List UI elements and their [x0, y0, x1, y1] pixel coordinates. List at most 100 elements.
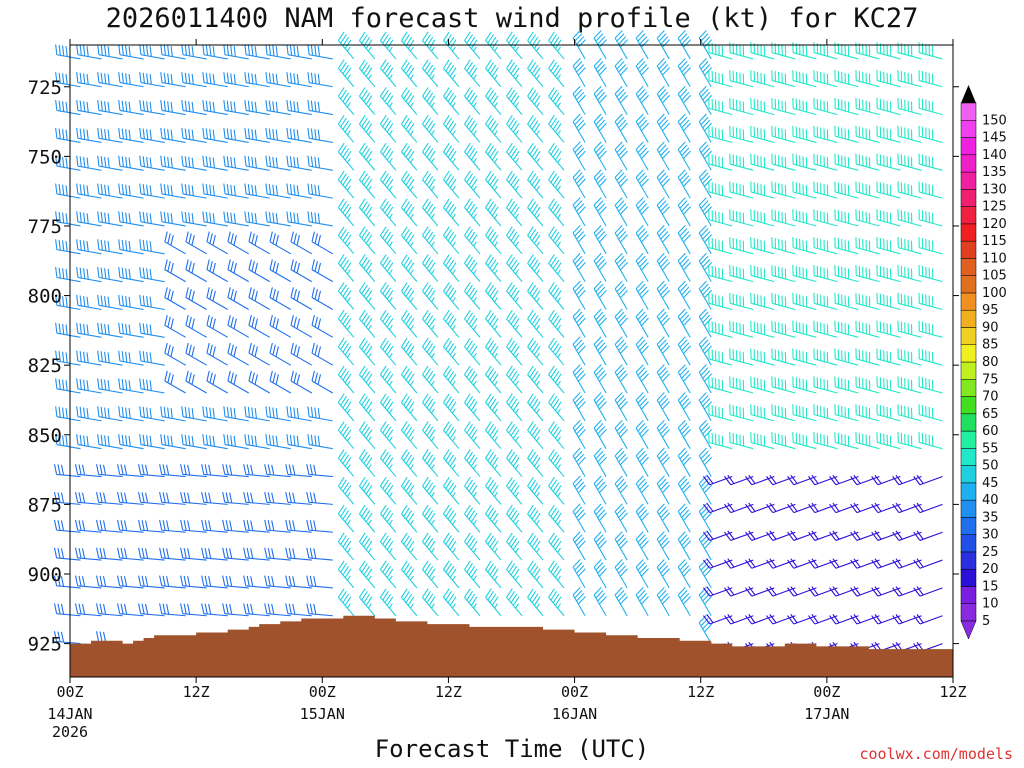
wind-barb	[55, 211, 81, 227]
wind-barb	[286, 406, 312, 422]
wind-barb	[76, 434, 102, 450]
wind-barb	[227, 287, 249, 310]
barb-flag	[208, 548, 212, 559]
barb-flag	[293, 288, 297, 300]
barb-staff	[245, 443, 270, 450]
barb-flag	[139, 406, 142, 417]
barb-half-flag	[388, 269, 393, 275]
barb-flag	[62, 435, 65, 446]
barb-flag	[314, 316, 318, 328]
barb-flag	[102, 631, 107, 643]
barb-flag	[243, 603, 247, 614]
wind-barb	[285, 519, 312, 533]
barb-flag	[314, 45, 317, 57]
barb-staff	[140, 193, 165, 199]
barb-flag	[361, 507, 368, 517]
wind-barb	[337, 309, 355, 338]
wind-barb	[206, 287, 228, 310]
barb-staff	[185, 241, 207, 255]
barb-flag	[128, 241, 131, 252]
wind-barb	[379, 532, 397, 561]
barb-flag	[307, 155, 310, 167]
wind-barb	[285, 491, 312, 505]
barb-flag	[272, 45, 275, 57]
barb-staff	[401, 402, 418, 422]
barb-flag	[340, 201, 347, 211]
barb-half-flag	[346, 492, 351, 498]
barb-flag	[251, 212, 254, 224]
barb-flag	[285, 519, 289, 531]
barb-flag	[293, 212, 296, 224]
barb-half-flag	[388, 352, 393, 358]
barb-flag	[344, 512, 352, 523]
barb-flag	[403, 256, 410, 267]
barb-flag	[180, 603, 184, 614]
barb-flag	[163, 406, 166, 418]
barb-flag	[269, 342, 273, 354]
barb-flag	[188, 101, 191, 112]
barb-flag	[268, 100, 272, 112]
barb-staff	[119, 109, 144, 116]
barb-flag	[254, 290, 258, 302]
barb-staff	[119, 501, 144, 505]
barb-flag	[379, 87, 387, 97]
barb-flag	[125, 407, 128, 418]
wind-barb	[76, 155, 102, 171]
barb-flag	[426, 36, 434, 47]
barb-flag	[311, 287, 315, 298]
barb-flag	[272, 212, 275, 224]
wind-barb	[55, 322, 81, 338]
barb-flag	[170, 101, 173, 113]
barb-flag	[365, 373, 373, 383]
barb-flag	[167, 435, 170, 446]
barb-flag	[344, 67, 352, 77]
barb-flag	[363, 259, 371, 269]
barb-half-flag	[388, 408, 393, 414]
barb-flag	[296, 318, 300, 329]
wind-barb	[401, 393, 418, 422]
barb-staff	[77, 557, 102, 561]
wind-barb	[422, 282, 439, 310]
barb-staff	[224, 109, 249, 116]
wind-barb	[243, 603, 270, 617]
barb-flag	[191, 262, 195, 274]
barb-staff	[288, 165, 312, 171]
wind-barb	[139, 406, 165, 422]
barb-staff	[98, 501, 123, 505]
barb-flag	[340, 368, 347, 378]
wind-barb	[379, 421, 397, 450]
barb-flag	[55, 127, 58, 139]
barb-half-flag	[388, 213, 393, 219]
wind-barb	[202, 211, 228, 227]
barb-staff	[267, 443, 291, 450]
barb-flag	[57, 603, 61, 615]
wind-barb	[118, 127, 144, 143]
barb-flag	[344, 234, 352, 244]
barb-flag	[60, 576, 65, 587]
barb-flag	[146, 101, 149, 112]
barb-flag	[139, 155, 142, 167]
barb-flag	[128, 268, 131, 280]
barb-half-flag	[346, 157, 351, 163]
barb-flag	[407, 512, 415, 523]
barb-flag	[384, 593, 392, 604]
barb-flag	[426, 370, 434, 381]
wind-barb	[243, 464, 270, 478]
barb-flag	[317, 157, 321, 169]
barb-flag	[267, 464, 271, 475]
wind-barb	[422, 309, 439, 338]
barb-flag	[254, 408, 257, 419]
barb-flag	[382, 229, 389, 239]
barb-flag	[97, 378, 100, 389]
barb-staff	[337, 513, 355, 533]
barb-flag	[83, 156, 86, 168]
barb-staff	[311, 241, 334, 255]
barb-flag	[272, 261, 276, 272]
barb-staff	[161, 613, 186, 617]
barb-flag	[296, 346, 300, 357]
barb-flag	[139, 127, 142, 139]
barb-staff	[358, 179, 376, 199]
barb-flag	[358, 226, 366, 236]
barb-flag	[358, 198, 366, 208]
barb-flag	[118, 100, 121, 111]
